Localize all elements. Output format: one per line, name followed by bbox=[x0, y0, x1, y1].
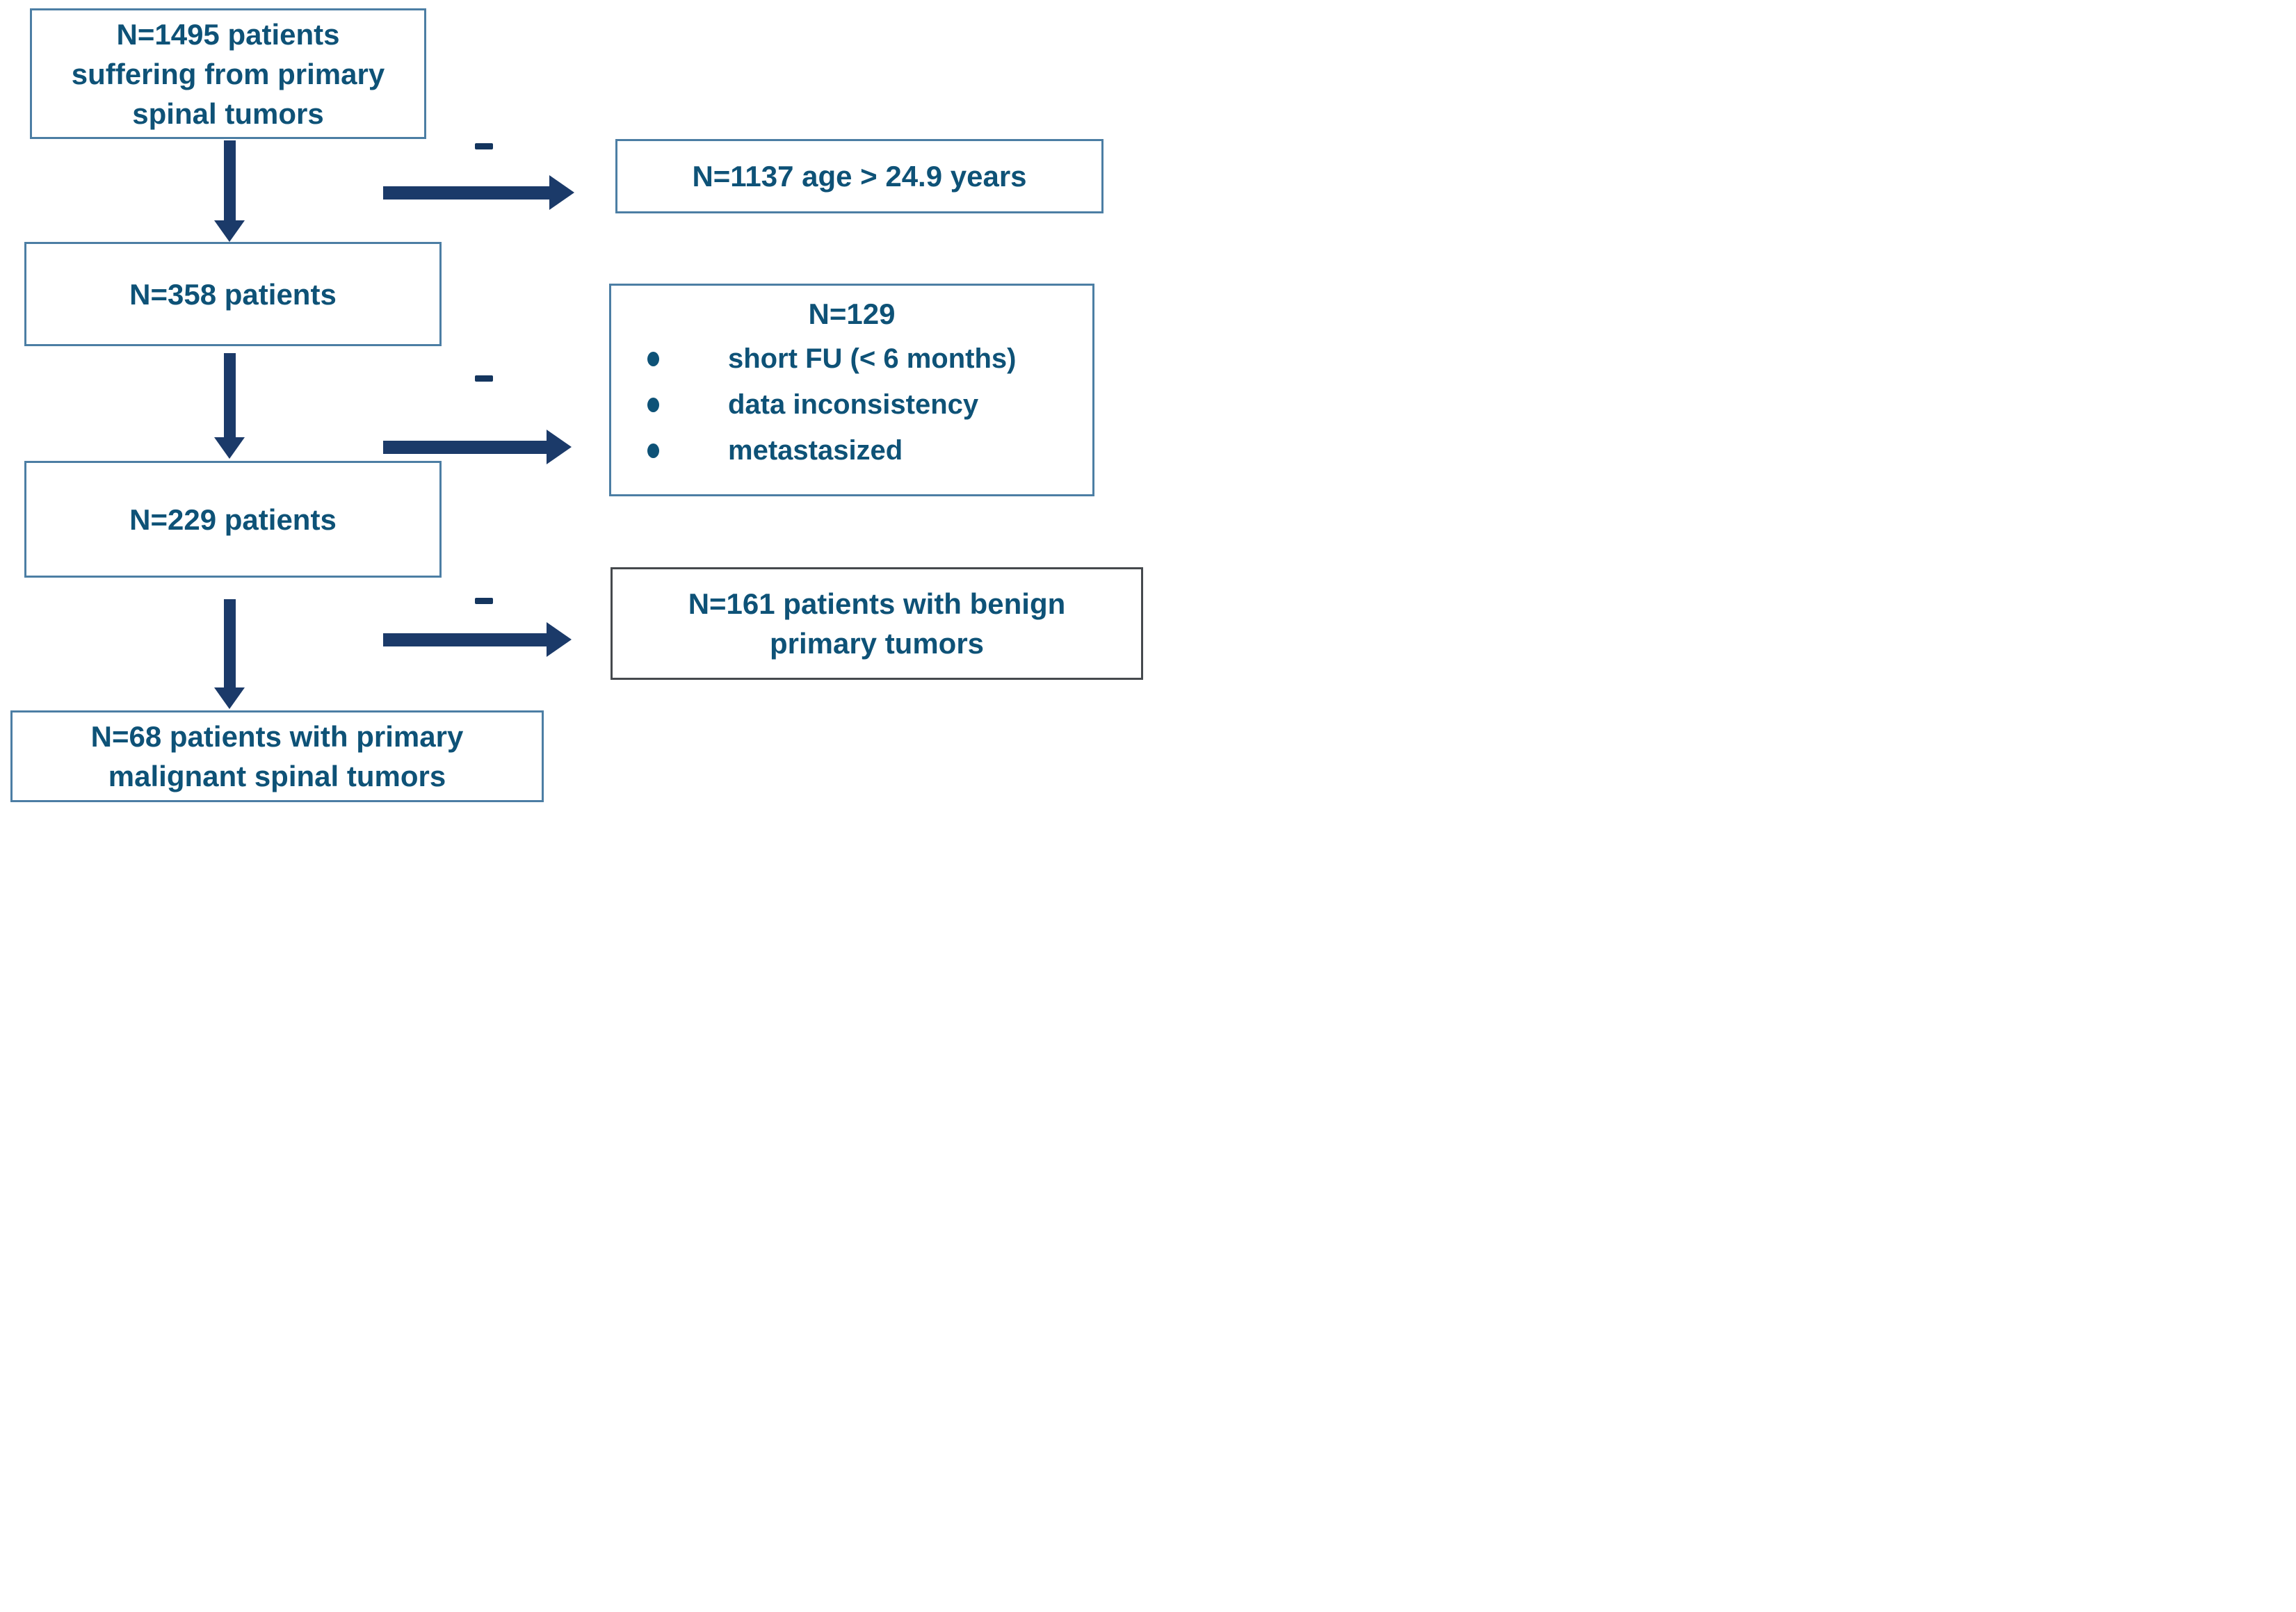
flow-box-after-age-filter: N=358 patients bbox=[24, 242, 442, 346]
flow-box-final-cohort: N=68 patients with primary malignant spi… bbox=[10, 710, 544, 802]
arrow-head bbox=[549, 175, 574, 210]
exclusion-bullet-text: short FU (< 6 months) bbox=[728, 343, 1017, 374]
arrow-shaft bbox=[223, 353, 236, 437]
bullet-icon bbox=[647, 398, 659, 412]
bullet-icon bbox=[647, 443, 659, 458]
flow-box-text-line: N=229 patients bbox=[129, 503, 337, 536]
minus-icon bbox=[475, 598, 493, 604]
exclusion-bullet-text: metastasized bbox=[728, 435, 903, 466]
exclusion-bullet-item: metastasized bbox=[611, 428, 1092, 473]
flow-box-text-line: N=68 patients with primary bbox=[90, 720, 464, 753]
flow-box-text-line: malignant spinal tumors bbox=[108, 760, 446, 792]
arrow-shaft bbox=[383, 186, 549, 200]
exclusion-bullet-list: short FU (< 6 months) data inconsistency… bbox=[611, 336, 1092, 473]
down-arrow-icon bbox=[214, 140, 245, 242]
flow-box-total-patients: N=1495 patients suffering from primary s… bbox=[30, 8, 426, 139]
arrow-head bbox=[214, 687, 245, 709]
arrow-head bbox=[547, 622, 572, 657]
flow-box-after-exclusions: N=229 patients bbox=[24, 461, 442, 578]
flow-box-text-line: N=358 patients bbox=[129, 277, 337, 311]
patient-flow-diagram: N=1495 patients suffering from primary s… bbox=[0, 0, 1148, 806]
right-arrow-icon bbox=[383, 622, 572, 657]
exclusion-box-age: N=1137 age > 24.9 years bbox=[615, 139, 1103, 213]
arrow-shaft bbox=[223, 140, 236, 220]
exclusion-box-text-line: N=1137 age > 24.9 years bbox=[692, 160, 1027, 193]
exclusion-box-text-line: primary tumors bbox=[769, 627, 985, 660]
flow-box-text-line: N=1495 patients bbox=[116, 17, 340, 51]
minus-icon bbox=[475, 143, 493, 149]
arrow-shaft bbox=[383, 440, 547, 454]
right-arrow-icon bbox=[383, 430, 572, 464]
exclusion-box-title: N=129 bbox=[808, 298, 896, 330]
exclusion-bullet-text: data inconsistency bbox=[728, 389, 979, 420]
right-arrow-icon bbox=[383, 175, 574, 210]
exclusion-bullet-item: short FU (< 6 months) bbox=[611, 336, 1092, 382]
exclusion-box-text-line: N=161 patients with benign bbox=[688, 587, 1066, 620]
arrow-shaft bbox=[383, 633, 547, 646]
arrow-head bbox=[547, 430, 572, 464]
exclusion-box-other: N=129 short FU (< 6 months) data inconsi… bbox=[609, 284, 1094, 496]
arrow-shaft bbox=[223, 599, 236, 687]
flow-box-text-line: suffering from primary bbox=[71, 57, 385, 90]
arrow-head bbox=[214, 437, 245, 459]
minus-icon bbox=[475, 375, 493, 382]
flow-box-text-line: spinal tumors bbox=[132, 97, 324, 130]
exclusion-box-benign: N=161 patients with benign primary tumor… bbox=[611, 567, 1143, 680]
arrow-head bbox=[214, 220, 245, 242]
down-arrow-icon bbox=[214, 599, 245, 709]
down-arrow-icon bbox=[214, 353, 245, 459]
bullet-icon bbox=[647, 352, 659, 366]
exclusion-bullet-item: data inconsistency bbox=[611, 382, 1092, 428]
